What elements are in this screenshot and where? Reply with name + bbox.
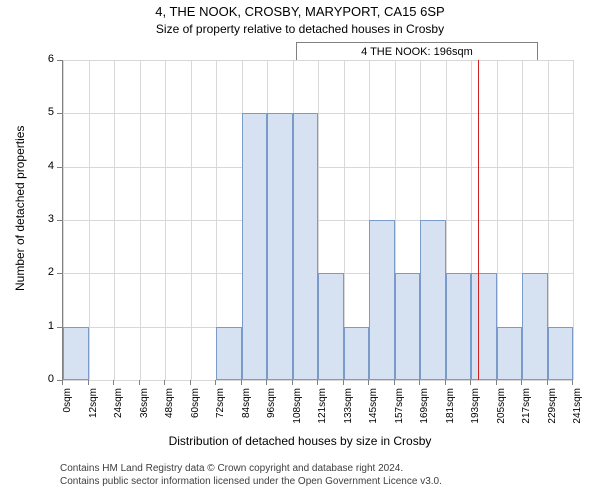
ytick-mark (57, 327, 62, 328)
chart-container: 4, THE NOOK, CROSBY, MARYPORT, CA15 6SP … (0, 0, 600, 500)
gridline (63, 380, 573, 381)
histogram-bar (242, 113, 268, 380)
xtick-label: 133sqm (343, 388, 354, 438)
ytick-mark (57, 220, 62, 221)
reference-line (478, 60, 479, 380)
xtick-label: 96sqm (266, 388, 277, 438)
gridline (191, 60, 192, 380)
gridline (114, 60, 115, 380)
xtick-label: 157sqm (394, 388, 405, 438)
histogram-bar (293, 113, 319, 380)
histogram-bar (216, 327, 242, 380)
xtick-mark (190, 380, 191, 385)
histogram-bar (369, 220, 395, 380)
xtick-label: 24sqm (113, 388, 124, 438)
y-axis-label: Number of detached properties (13, 151, 27, 291)
xtick-mark (368, 380, 369, 385)
xtick-mark (317, 380, 318, 385)
xtick-mark (164, 380, 165, 385)
gridline (89, 60, 90, 380)
xtick-label: 121sqm (317, 388, 328, 438)
xtick-label: 36sqm (139, 388, 150, 438)
ytick-mark (57, 167, 62, 168)
ytick-label: 2 (32, 266, 54, 278)
xtick-mark (419, 380, 420, 385)
histogram-bar (446, 273, 472, 380)
footer: Contains HM Land Registry data © Crown c… (60, 462, 442, 488)
xtick-mark (88, 380, 89, 385)
gridline (140, 60, 141, 380)
xtick-mark (241, 380, 242, 385)
ytick-label: 5 (32, 106, 54, 118)
histogram-bar (267, 113, 293, 380)
xtick-label: 205sqm (496, 388, 507, 438)
annotation-line-1: 4 THE NOOK: 196sqm (303, 46, 531, 60)
xtick-label: 181sqm (445, 388, 456, 438)
xtick-label: 84sqm (241, 388, 252, 438)
xtick-mark (521, 380, 522, 385)
footer-line-1: Contains HM Land Registry data © Crown c… (60, 462, 442, 475)
xtick-mark (292, 380, 293, 385)
ytick-label: 0 (32, 373, 54, 385)
xtick-label: 48sqm (164, 388, 175, 438)
ytick-mark (57, 273, 62, 274)
histogram-bar (395, 273, 421, 380)
histogram-bar (420, 220, 446, 380)
xtick-mark (445, 380, 446, 385)
xtick-mark (547, 380, 548, 385)
xtick-label: 169sqm (419, 388, 430, 438)
plot-area (62, 60, 573, 381)
chart-subtitle: Size of property relative to detached ho… (0, 22, 600, 36)
xtick-label: 193sqm (470, 388, 481, 438)
xtick-mark (496, 380, 497, 385)
xtick-label: 108sqm (292, 388, 303, 438)
gridline (165, 60, 166, 380)
histogram-bar (318, 273, 344, 380)
xtick-label: 72sqm (215, 388, 226, 438)
histogram-bar (63, 327, 89, 380)
xtick-mark (394, 380, 395, 385)
histogram-bar (548, 327, 574, 380)
chart-title: 4, THE NOOK, CROSBY, MARYPORT, CA15 6SP (0, 4, 600, 19)
xtick-mark (215, 380, 216, 385)
ytick-label: 3 (32, 213, 54, 225)
ytick-mark (57, 113, 62, 114)
gridline (573, 60, 574, 380)
xtick-label: 12sqm (88, 388, 99, 438)
xtick-label: 229sqm (547, 388, 558, 438)
xtick-mark (139, 380, 140, 385)
ytick-label: 1 (32, 320, 54, 332)
histogram-bar (344, 327, 370, 380)
footer-line-2: Contains public sector information licen… (60, 475, 442, 488)
histogram-bar (497, 327, 523, 380)
ytick-mark (57, 60, 62, 61)
xtick-mark (62, 380, 63, 385)
xtick-label: 60sqm (190, 388, 201, 438)
ytick-label: 6 (32, 53, 54, 65)
ytick-label: 4 (32, 160, 54, 172)
xtick-label: 145sqm (368, 388, 379, 438)
xtick-mark (343, 380, 344, 385)
xtick-mark (470, 380, 471, 385)
histogram-bar (522, 273, 548, 380)
xtick-mark (572, 380, 573, 385)
xtick-mark (113, 380, 114, 385)
xtick-mark (266, 380, 267, 385)
xtick-label: 217sqm (521, 388, 532, 438)
xtick-label: 0sqm (62, 388, 73, 438)
histogram-bar (471, 273, 497, 380)
xtick-label: 241sqm (572, 388, 583, 438)
